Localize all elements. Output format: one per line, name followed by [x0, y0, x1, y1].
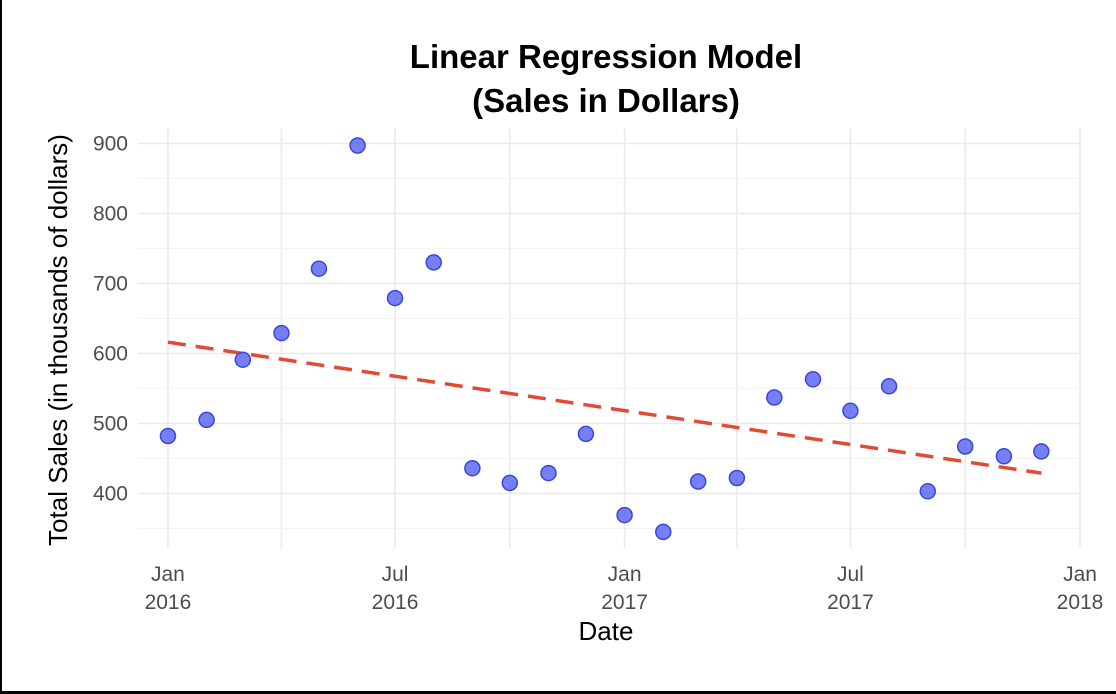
x-tick-label: Jan	[151, 563, 185, 586]
grid	[138, 128, 1081, 548]
x-tick-label: Jan	[1063, 563, 1097, 586]
data-point	[689, 473, 707, 490]
data-points	[159, 137, 1050, 541]
data-point	[501, 474, 519, 492]
data-point	[273, 324, 290, 342]
x-tick-labels: Jan 2016 Jul 2016 Jan 2017 Jul 2017 Jan 2018	[145, 563, 1104, 614]
x-tick-label: Jan	[608, 563, 642, 586]
x-tick-label: 2017	[601, 591, 648, 614]
data-point	[159, 427, 177, 445]
chart-title-line-2: (Sales in Dollars)	[472, 82, 740, 119]
y-tick-label: 900	[93, 132, 128, 155]
data-point	[766, 389, 783, 406]
data-point	[1033, 443, 1050, 460]
data-point	[310, 260, 328, 277]
data-point	[386, 289, 404, 307]
y-tick-label: 700	[93, 272, 128, 295]
data-point	[919, 483, 937, 500]
data-point	[655, 523, 672, 541]
data-point	[995, 448, 1013, 465]
x-tick-label: 2017	[827, 591, 874, 614]
y-tick-label: 800	[93, 202, 128, 225]
x-tick-label: 2016	[372, 591, 419, 614]
y-tick-label: 400	[93, 482, 128, 505]
data-point	[234, 351, 252, 368]
data-point	[956, 438, 974, 455]
y-axis-title: Total Sales (in thousands of dollars)	[43, 134, 73, 546]
x-tick-label: 2016	[145, 591, 192, 614]
data-point	[880, 378, 898, 395]
data-point	[425, 254, 442, 271]
data-point	[842, 402, 859, 420]
regression-line	[167, 340, 1042, 475]
data-point	[616, 506, 633, 524]
data-point	[804, 371, 822, 388]
x-tick-label: Jul	[837, 563, 864, 586]
y-tick-label: 500	[93, 412, 128, 435]
data-point	[728, 469, 746, 487]
y-tick-label: 600	[93, 342, 128, 365]
x-tick-label: 2018	[1057, 591, 1104, 614]
regression-line-group	[167, 340, 1042, 475]
data-point	[349, 137, 366, 154]
data-point	[577, 425, 595, 443]
data-point	[540, 464, 557, 482]
x-tick-label: Jul	[382, 563, 409, 586]
chart-title-line-1: Linear Regression Model	[410, 38, 802, 75]
x-axis-title: Date	[579, 616, 634, 646]
data-point	[198, 411, 215, 429]
data-point	[464, 459, 481, 477]
y-tick-labels: 400 500 600 700 800 900	[93, 132, 128, 505]
